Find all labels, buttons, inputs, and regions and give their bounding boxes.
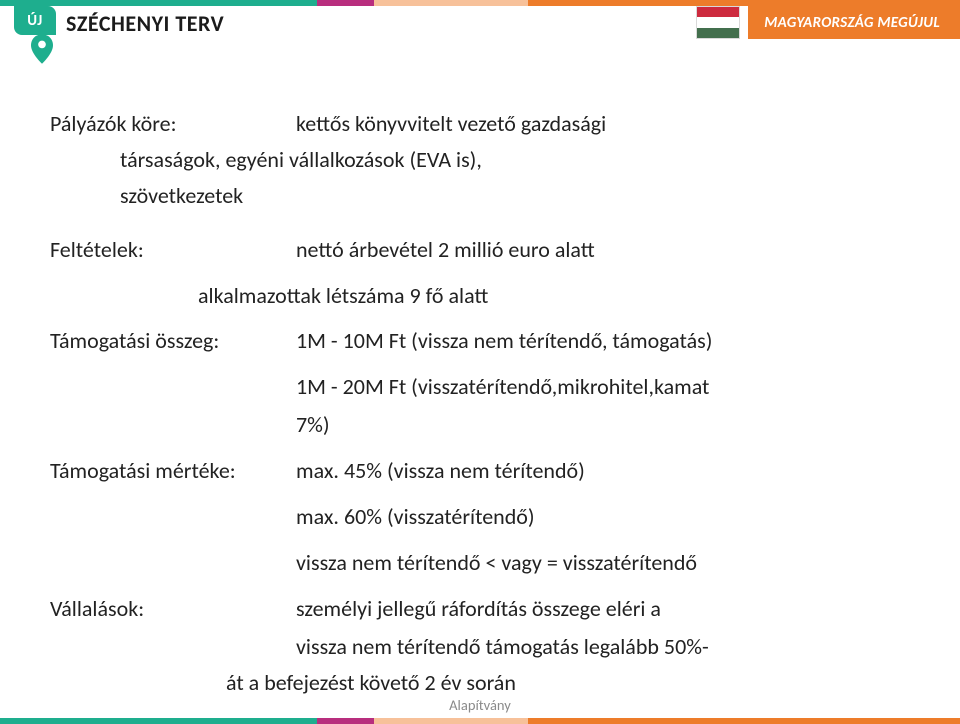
value-vallalas-l3: át a befejezést követő 2 év során: [226, 667, 920, 699]
vallalas-line3pre: át a befe: [226, 669, 304, 696]
bottom-edge-bar: [0, 718, 960, 724]
palyazok-line1: kettős könyvvitelt vezető gazdasági: [296, 110, 606, 137]
value-osszeg: 1M - 10M Ft (vissza nem térítendő, támog…: [296, 325, 920, 441]
edge-seg-magenta: [317, 718, 375, 724]
uj-badge: ÚJ: [14, 6, 56, 35]
osszeg-line3: 7%): [296, 409, 920, 441]
value-palyazok-l2: társaságok, egyéni vállalkozások (EVA is…: [120, 144, 920, 176]
flag-stripe-red: [697, 7, 739, 17]
label-mertek: Támogatási mértéke:: [50, 455, 296, 487]
osszeg-line1: 1M - 10M Ft (vissza nem térítendő, támog…: [296, 327, 712, 354]
edge-seg-orange: [528, 718, 960, 724]
row-palyazok-l2: társaságok, egyéni vállalkozások (EVA is…: [50, 144, 920, 176]
megujul-banner: MAGYARORSZÁG MEGÚJUL: [748, 6, 960, 39]
row-palyazok-l3: szövetkezetek: [50, 180, 920, 212]
row-vallalas-l3: át a befejezést követő 2 év során: [50, 667, 920, 699]
hungary-flag-icon: [696, 6, 740, 39]
mertek-line1: max. 45% (vissza nem térítendő): [296, 457, 585, 484]
mertek-line3: vissza nem térítendő < vagy = visszatérí…: [296, 547, 920, 579]
osszeg-line2: 1M - 20M Ft (visszatérítendő,mikrohitel,…: [296, 371, 920, 403]
flag-stripe-green: [697, 28, 739, 38]
label-palyazok: Pályázók köre:: [50, 108, 296, 140]
vallalas-line1: személyi jellegű ráfordítás összege elér…: [296, 595, 661, 622]
value-mertek: max. 45% (vissza nem térítendő) max. 60%…: [296, 455, 920, 579]
mertek-line2: max. 60% (visszatérítendő): [296, 501, 920, 533]
row-palyazok: Pályázók köre: kettős könyvvitelt vezető…: [50, 108, 920, 140]
footer-text: Alapítvány: [0, 696, 960, 714]
label-feltetelek: Feltételek:: [50, 234, 296, 266]
value-vallalas: személyi jellegű ráfordítás összege elér…: [296, 593, 920, 663]
edge-seg-lightorange: [374, 718, 528, 724]
vallalas-line3struck: jezést követő 2 év során: [304, 669, 516, 696]
value-palyazok: kettős könyvvitelt vezető gazdasági: [296, 108, 920, 140]
szechenyi-title: SZÉCHENYI TERV: [66, 10, 224, 37]
edge-seg-teal: [0, 718, 317, 724]
row-feltetelek: Feltételek: nettó árbevétel 2 millió eur…: [50, 234, 920, 312]
row-vallalas: Vállalások: személyi jellegű ráfordítás …: [50, 593, 920, 663]
vallalas-line2: vissza nem térítendő támogatás legalább …: [296, 631, 920, 663]
footer-line2: Alapítvány: [0, 696, 960, 714]
palyazok-line2: társaságok, egyéni vállalkozások (EVA is…: [120, 146, 482, 173]
logo-block: ÚJ SZÉCHENYI TERV: [14, 6, 224, 37]
feltetelek-line1: nettó árbevétel 2 millió euro alatt: [296, 236, 595, 263]
map-pin-icon: [31, 34, 53, 64]
label-vallalas: Vállalások:: [50, 593, 296, 625]
value-feltetelek: nettó árbevétel 2 millió euro alatt alka…: [296, 234, 920, 312]
header: ÚJ SZÉCHENYI TERV MAGYARORSZÁG MEGÚJUL: [0, 0, 960, 54]
value-palyazok-l3: szövetkezetek: [120, 180, 920, 212]
header-right: MAGYARORSZÁG MEGÚJUL: [696, 6, 960, 39]
row-osszeg: Támogatási összeg: 1M - 10M Ft (vissza n…: [50, 325, 920, 441]
palyazok-line3: szövetkezetek: [120, 182, 243, 209]
flag-stripe-white: [697, 17, 739, 27]
label-osszeg: Támogatási összeg:: [50, 325, 296, 357]
row-mertek: Támogatási mértéke: max. 45% (vissza nem…: [50, 455, 920, 579]
feltetelek-line2: alkalmazottak létszáma 9 fő alatt: [198, 280, 920, 312]
content: Pályázók köre: kettős könyvvitelt vezető…: [50, 108, 920, 712]
vallalas-line3-overlay: jezést követő 2 év során: [304, 669, 516, 696]
